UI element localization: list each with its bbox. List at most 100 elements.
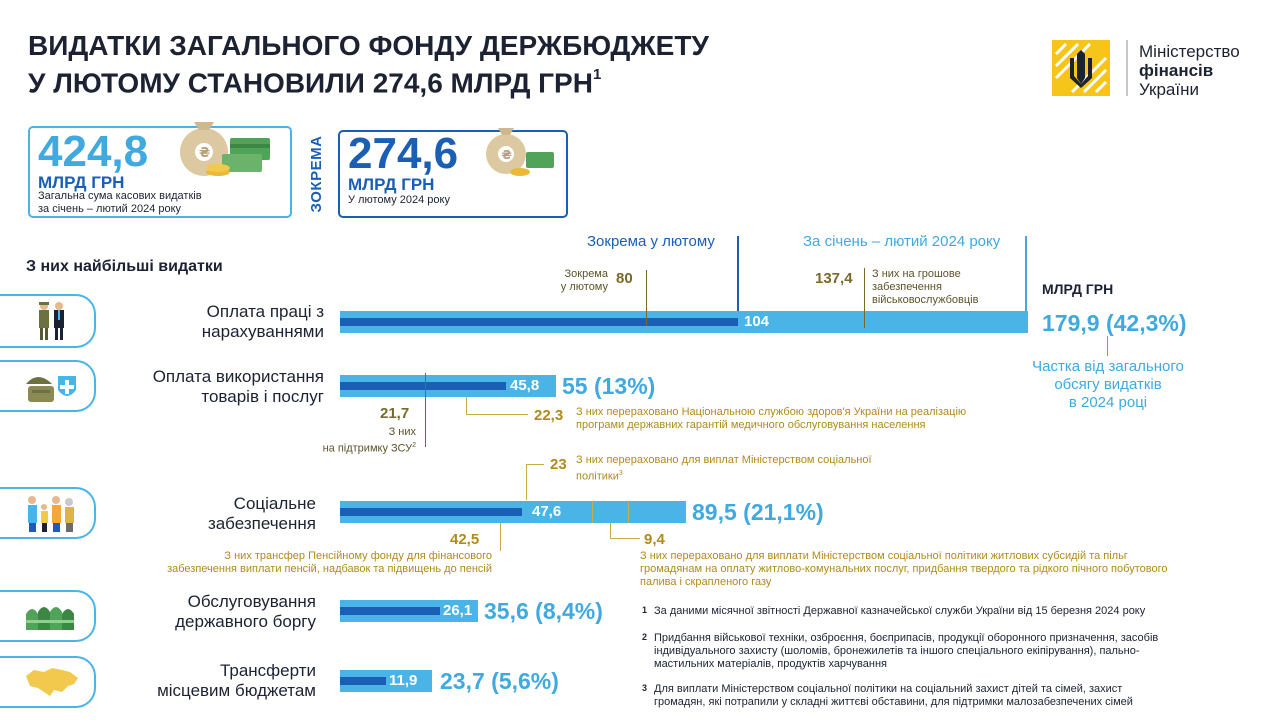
ministry-name-line-1: Міністерство xyxy=(1139,42,1240,61)
category-label-line-2: забезпечення xyxy=(207,514,316,533)
title-line-1: ВИДАТКИ ЗАГАЛЬНОГО ФОНДУ ДЕРЖБЮДЖЕТУ xyxy=(28,30,709,61)
note-social-ministry: З них перераховано для виплат Міністерст… xyxy=(576,454,872,484)
note-value: 22,3 xyxy=(534,407,564,424)
note-marker-line xyxy=(610,523,611,539)
bar-february-social xyxy=(340,508,522,516)
bar-february-goods xyxy=(340,382,506,390)
family-icon xyxy=(24,493,76,538)
note-line-1: Зокрема xyxy=(564,268,609,280)
total-spending-caption: Загальна сума касових видатків за січень… xyxy=(38,190,202,216)
money-bag-icon: ₴ xyxy=(176,110,276,185)
legend-february-line xyxy=(737,236,739,332)
category-label-line-2: державного боргу xyxy=(175,612,316,631)
svg-text:₴: ₴ xyxy=(199,146,210,161)
category-total-debt: 35,6 (8,4%) xyxy=(484,598,603,624)
note-line-1: З них перераховано для виплат Міністерст… xyxy=(576,454,872,466)
ministry-logo-icon xyxy=(1052,40,1110,96)
note-line-1: З них xyxy=(388,426,416,438)
note-line-1: З них на грошове xyxy=(872,268,961,280)
category-icon-box xyxy=(0,656,96,708)
note-value: 42,5 xyxy=(450,531,480,548)
logo-divider xyxy=(1126,40,1128,96)
category-label-line-2: нарахуваннями xyxy=(201,322,324,341)
category-label-line-2: товарів і послуг xyxy=(201,387,324,406)
category-label-debt: Обслуговування державного боргу xyxy=(110,592,316,632)
legend-jan-feb: За січень – лютий 2024 року xyxy=(803,233,1001,250)
money-stack-icon xyxy=(24,600,76,637)
bar-february-value: 47,6 xyxy=(532,503,562,520)
note-line-2: політики3 xyxy=(576,467,872,484)
category-label-social: Соціальне забезпечення xyxy=(110,494,316,534)
note-line-3: військовослужбовців xyxy=(872,294,979,306)
bar-segment-divider xyxy=(592,501,593,523)
title-line-2-text: У ЛЮТОМУ СТАНОВИЛИ 274,6 МЛРД ГРН xyxy=(28,67,593,99)
february-spending-unit: МЛРД ГРН xyxy=(348,175,435,194)
money-bag-small-icon: ₴ xyxy=(482,118,558,183)
note-marker-line xyxy=(526,464,544,465)
bar-february-transfers xyxy=(340,677,386,685)
bar-february-value: 26,1 xyxy=(443,602,473,619)
note-line-2-text: політики xyxy=(576,470,619,483)
category-total-transfers: 23,7 (5,6%) xyxy=(440,668,559,694)
note-marker-line xyxy=(466,397,467,415)
note-value: 21,7 xyxy=(380,405,410,422)
category-label-line-1: Оплата використання xyxy=(152,367,324,386)
note-marker-line xyxy=(466,414,528,415)
ministry-name-line-2: фінансів xyxy=(1139,61,1214,80)
note-wages-february: Зокрема у лютому xyxy=(540,268,608,294)
footnote-line: Придбання військової техніки, озброєння,… xyxy=(654,632,1159,644)
bar-segment-divider xyxy=(628,501,629,523)
title-footnote-mark: 1 xyxy=(592,66,602,83)
ministry-name-line-3: України xyxy=(1139,80,1199,99)
category-label-wages: Оплата праці з нарахуваннями xyxy=(110,302,324,342)
ministry-name: Міністерство фінансів України xyxy=(1139,42,1240,99)
note-marker-line xyxy=(526,464,527,500)
note-marker-line xyxy=(864,268,865,328)
share-line-2: обсягу видатків xyxy=(1054,376,1162,393)
category-label-line-1: Оплата праці з xyxy=(206,302,324,321)
total-spending-value: 424,8 xyxy=(38,127,149,176)
footnote-line: мастильних матеріалів, продуктів харчува… xyxy=(654,658,887,670)
note-line-2: програми державних гарантій медичного об… xyxy=(576,419,926,431)
note-line-3: палива і скрапленого газу xyxy=(640,576,772,588)
footnote-line: громадян, які потрапили у складні життєв… xyxy=(654,696,1133,708)
category-label-line-2: місцевим бюджетам xyxy=(157,681,316,700)
section-heading: З них найбільші видатки xyxy=(26,258,223,275)
bar-february-value: 11,9 xyxy=(389,672,418,689)
note-line-2: на підтримку ЗСУ2 xyxy=(302,439,416,456)
bar-february-debt xyxy=(340,607,440,615)
share-pointer-line xyxy=(1107,336,1108,356)
note-line-2: у лютому xyxy=(560,281,608,293)
note-line-2: забезпечення виплати пенсій, надбавок та… xyxy=(167,563,492,575)
note-goods-health: З них перераховано Національною службою … xyxy=(576,406,966,432)
note-social-pension: З них трансфер Пенсійному фонду для фіна… xyxy=(150,550,492,576)
note-line-2: громадянам на оплату житлово-комунальних… xyxy=(640,563,1168,575)
share-line-1: Частка від загального xyxy=(1032,358,1184,375)
note-line-2: забезпечення xyxy=(872,281,942,293)
soldier-and-worker-icon xyxy=(32,300,72,347)
legend-jan-feb-line xyxy=(1025,236,1027,332)
footnote-line: індивідуального захисту (шоломів, бронеж… xyxy=(654,645,1140,657)
note-value: 9,4 xyxy=(644,531,665,548)
bar-february-value: 45,8 xyxy=(510,377,540,394)
total-caption-line-2: за січень – лютий 2024 року xyxy=(38,203,182,215)
footnote-2: 2 Придбання військової техніки, озброєнн… xyxy=(642,632,1262,671)
footnote-mark: 2 xyxy=(642,632,648,642)
note-marker-line xyxy=(646,270,647,326)
total-spending-card: 424,8 МЛРД ГРН Загальна сума касових вид… xyxy=(28,122,292,218)
category-label-line-1: Соціальне xyxy=(233,494,316,513)
bar-total-transfers xyxy=(340,670,432,692)
category-icon-box xyxy=(0,590,96,642)
note-value: 23 xyxy=(550,456,567,473)
legend-february: Зокрема у лютому xyxy=(587,233,715,250)
note-social-subsidies: З них перераховано для виплати Міністерс… xyxy=(640,550,1167,589)
vertical-label: ЗОКРЕМА xyxy=(306,132,328,216)
share-caption: Частка від загального обсягу видатків в … xyxy=(1010,358,1206,412)
bar-february-value: 104 xyxy=(744,313,770,330)
category-icon-box xyxy=(0,360,96,412)
note-footnote-mark: 2 xyxy=(412,442,416,449)
share-line-3: в 2024 році xyxy=(1068,394,1148,411)
title-line-2: У ЛЮТОМУ СТАНОВИЛИ 274,6 МЛРД ГРН1 xyxy=(28,62,709,99)
category-icon-box xyxy=(0,294,96,348)
footnote-mark: 3 xyxy=(642,683,648,693)
